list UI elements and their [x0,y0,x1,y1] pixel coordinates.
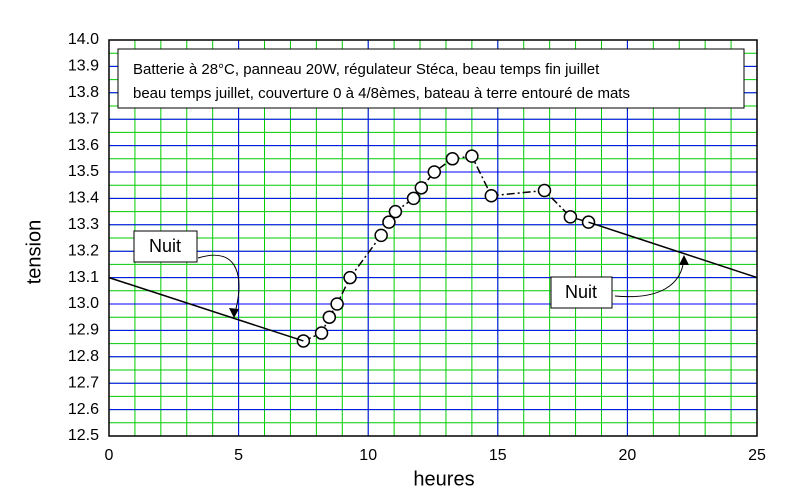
data-point [537,183,552,198]
x-tick-label: 0 [105,447,114,464]
note-box [117,48,745,109]
x-tick-label: 25 [748,447,766,464]
series-line [108,276,304,342]
data-point [406,191,421,206]
annotation: Nuit [565,282,597,302]
note: beau temps juillet, couverture 0 à 4/8èm… [133,85,630,102]
plot-frame [108,39,758,437]
y-tick-label: 12.6 [68,401,99,418]
y-tick-label: 13.3 [68,216,99,233]
annotation-box [550,276,613,309]
y-tick-label: 13.8 [68,84,99,101]
arrow-head [679,255,689,265]
y-tick-label: 13.0 [68,295,99,312]
series-line [588,221,758,279]
y-tick-label: 13.2 [68,242,99,259]
y-tick-label: 13.9 [68,58,99,75]
y-tick-label: 13.4 [68,190,99,207]
data-point [484,189,499,203]
annotation: Nuit [149,236,181,256]
annotation-arrow [614,257,685,298]
y-tick-label: 13.5 [68,163,99,180]
y-tick-label: 12.9 [68,322,99,339]
annotation-arrow [197,254,240,317]
data-point [374,228,388,243]
x-tick-label: 10 [359,447,377,464]
data-point [382,215,396,229]
y-tick-label: 13.6 [68,137,99,154]
y-axis-label: tension [23,220,45,285]
data-point [343,270,357,285]
data-point [445,152,460,166]
y-tick-label: 13.1 [68,269,99,286]
x-tick-label: 20 [619,447,637,464]
data-point [322,310,337,324]
data-point [427,165,442,179]
x-tick-label: 15 [489,447,507,464]
data-point [330,297,344,311]
y-tick-label: 12.7 [68,374,99,391]
x-tick-label: 5 [234,447,243,464]
y-tick-label: 12.8 [68,348,99,365]
arrow-head [229,308,239,318]
series-line [303,155,589,342]
note: Batterie à 28°C, panneau 20W, régulateur… [133,61,600,78]
data-point [388,204,403,219]
plot [108,149,758,348]
data-point [414,181,429,195]
y-tick-label: 12.5 [68,427,99,444]
annotation-box [133,230,198,263]
data-point [465,149,479,163]
data-point [563,210,578,224]
y-tick-label: 13.7 [68,110,99,127]
x-axis-label: heures [413,468,474,490]
y-tick-label: 14.0 [68,31,99,48]
data-point [314,326,329,340]
